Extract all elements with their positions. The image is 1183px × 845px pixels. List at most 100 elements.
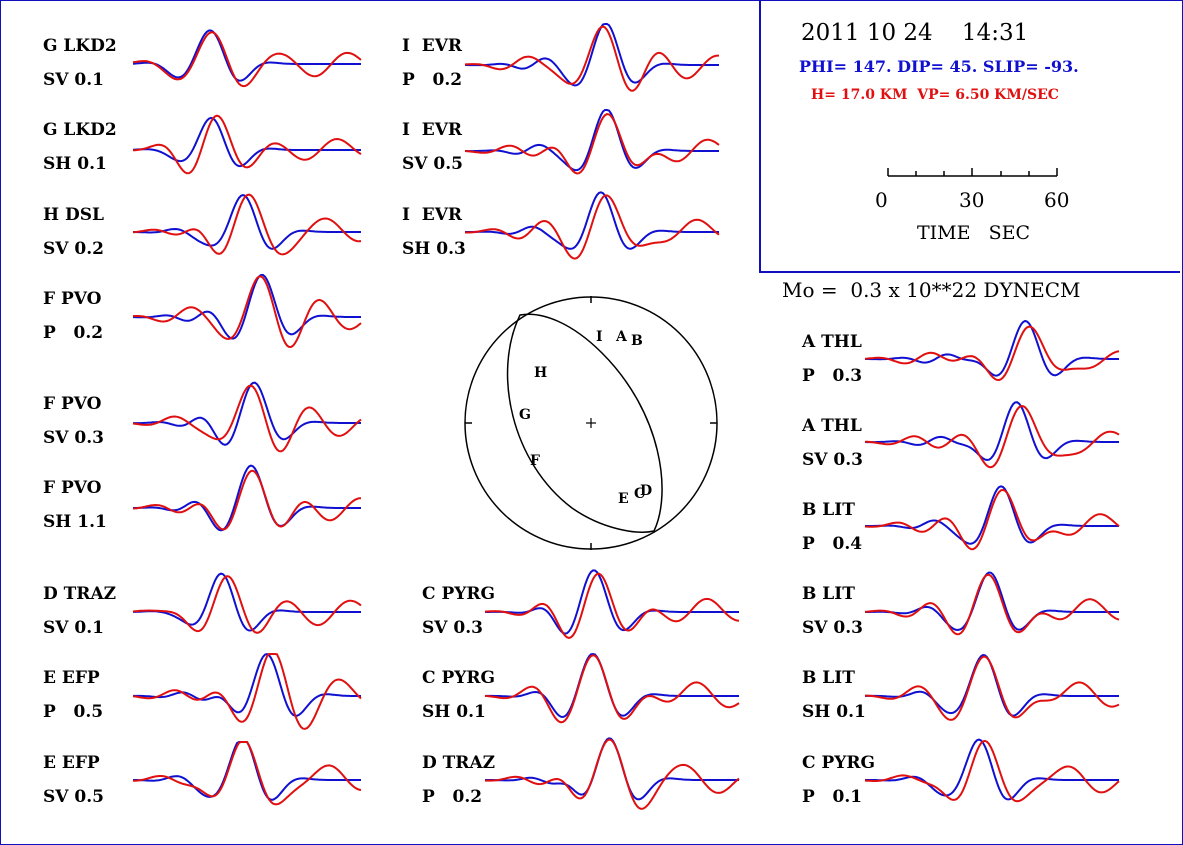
seismic-moment: Mo = 0.3 x 10**22 DYNECM: [782, 278, 1081, 302]
trace-component-label: SV 0.1: [43, 70, 104, 90]
observed-trace: [133, 572, 361, 632]
synthetic-trace: [132, 653, 362, 730]
synthetic-trace: [132, 384, 362, 453]
trace-component-label: SV 0.3: [422, 618, 483, 638]
trace-station-label: F PVO: [43, 394, 102, 414]
synthetic-trace: [132, 575, 362, 634]
observed-trace: [865, 319, 1119, 377]
trace-station-label: G LKD2: [43, 120, 117, 140]
synthetic-trace: [132, 31, 362, 88]
trace-component-label: SV 0.5: [43, 787, 104, 807]
synthetic-trace: [484, 654, 740, 724]
trace-station-label: I EVR: [402, 120, 463, 140]
scale-tick-0: 0: [875, 188, 888, 212]
trace-station-label: B LIT: [802, 584, 855, 604]
waveform-panel: [132, 114, 362, 175]
waveform-panel: [132, 274, 362, 349]
waveform-panel: [864, 319, 1120, 382]
waveform-panel: [864, 571, 1120, 636]
synthetic-trace: [864, 325, 1120, 382]
observed-trace: [864, 401, 1119, 462]
synthetic-trace: [864, 739, 1120, 803]
observed-trace: [133, 381, 361, 446]
synthetic-trace: [864, 573, 1120, 636]
waveform-panel: [484, 652, 740, 724]
trace-component-label: SH 1.1: [43, 512, 107, 532]
waveform-panel: [485, 737, 740, 810]
event-info-box: 2011 10 24 14:31 PHI= 147. DIP= 45. SLIP…: [759, 0, 1180, 273]
observed-trace: [132, 116, 361, 168]
trace-component-label: P 0.1: [802, 787, 863, 807]
waveform-panel: [132, 572, 362, 634]
waveform-panel: [484, 569, 740, 639]
trace-component-label: SV 0.5: [402, 154, 463, 174]
trace-station-label: A THL: [802, 332, 862, 352]
synthetic-trace: [864, 405, 1120, 469]
observed-trace: [133, 653, 361, 717]
nodal-plane: [506, 313, 663, 533]
observed-trace: [485, 737, 739, 801]
trace-station-label: I EVR: [402, 36, 463, 56]
synthetic-trace: [132, 469, 362, 531]
station-letter-h: H: [534, 365, 547, 381]
observed-trace: [133, 741, 361, 801]
trace-station-label: A THL: [802, 416, 862, 436]
focal-sphere: I A B H G F E C D: [464, 296, 718, 550]
synthetic-trace: [464, 113, 720, 175]
station-letter-f: F: [530, 453, 540, 469]
observed-trace: [865, 571, 1119, 632]
trace-component-label: P 0.2: [43, 323, 104, 343]
synthetic-trace: [484, 572, 740, 639]
trace-component-label: P 0.4: [802, 534, 863, 554]
trace-component-label: SV 0.2: [43, 239, 104, 259]
trace-component-label: SH 0.3: [402, 239, 466, 259]
trace-station-label: C PYRG: [422, 668, 496, 688]
station-letter-b: B: [631, 333, 643, 349]
waveform-panel: [132, 193, 362, 256]
synthetic-trace: [865, 655, 1120, 721]
waveform-panel: [464, 23, 719, 92]
waveform-panel: [864, 738, 1120, 803]
trace-component-label: SH 0.1: [802, 702, 866, 722]
station-letter-c: C: [634, 486, 645, 502]
synthetic-trace: [132, 741, 362, 806]
waveform-panel: [132, 381, 362, 453]
trace-station-label: I EVR: [402, 205, 463, 225]
observed-trace: [132, 29, 361, 82]
waveform-panel: [132, 741, 362, 806]
trace-component-label: SV 0.3: [802, 450, 863, 470]
waveform-panel: [864, 485, 1120, 551]
trace-station-label: F PVO: [43, 478, 102, 498]
synthetic-trace: [485, 738, 740, 810]
observed-trace: [865, 738, 1119, 801]
observed-trace: [865, 485, 1119, 545]
waveform-panel: [132, 464, 362, 532]
scale-tick-30: 30: [959, 188, 985, 212]
synthetic-trace: [465, 194, 720, 260]
trace-component-label: SH 0.1: [422, 702, 486, 722]
waveform-panel: [132, 653, 362, 730]
trace-station-label: D TRAZ: [422, 753, 496, 773]
trace-station-label: E EFP: [43, 668, 100, 688]
observed-trace: [465, 23, 719, 87]
trace-component-label: SV 0.1: [43, 618, 104, 638]
synthetic-trace: [132, 275, 362, 349]
focal-mechanism-params: PHI= 147. DIP= 45. SLIP= -93.: [799, 57, 1079, 76]
trace-component-label: P 0.5: [43, 702, 104, 722]
station-letter-g: G: [519, 407, 531, 423]
scale-tick-60: 60: [1044, 188, 1070, 212]
trace-station-label: E EFP: [43, 753, 100, 773]
station-letter-a: A: [615, 329, 628, 345]
trace-station-label: C PYRG: [802, 753, 876, 773]
trace-component-label: P 0.3: [802, 366, 863, 386]
trace-component-label: P 0.2: [402, 70, 463, 90]
trace-component-label: SV 0.3: [802, 618, 863, 638]
trace-component-label: P 0.2: [422, 787, 483, 807]
event-datetime: 2011 10 24 14:31: [801, 20, 1029, 46]
waveform-panel: [864, 653, 1120, 721]
synthetic-trace: [132, 114, 362, 175]
observed-trace: [133, 194, 361, 250]
trace-station-label: H DSL: [43, 205, 104, 225]
station-letter-d: D: [640, 483, 652, 499]
synthetic-trace: [864, 488, 1120, 551]
